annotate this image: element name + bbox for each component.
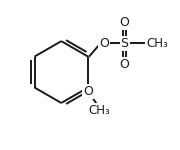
Text: S: S [121,37,129,50]
Text: O: O [99,37,109,50]
Text: CH₃: CH₃ [89,103,111,117]
Text: O: O [120,58,130,71]
Text: O: O [83,85,93,98]
Text: O: O [120,15,130,28]
Text: CH₃: CH₃ [147,37,168,50]
